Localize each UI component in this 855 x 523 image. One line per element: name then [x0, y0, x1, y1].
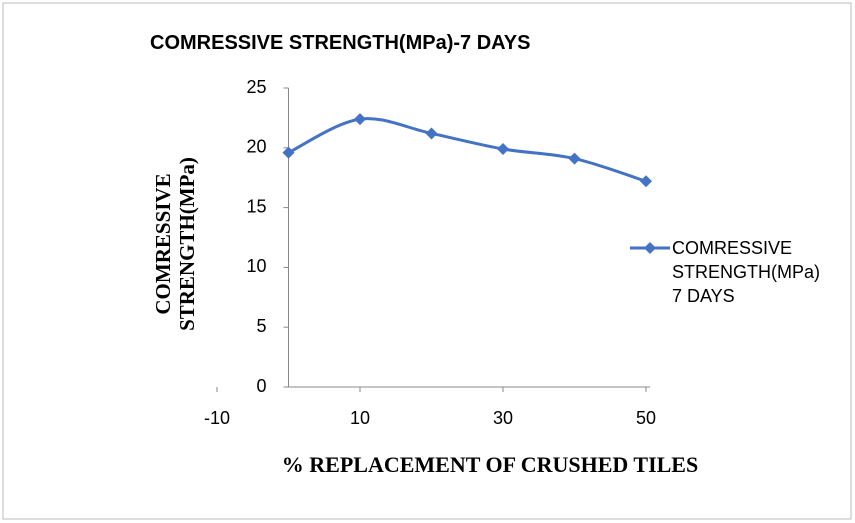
y-tick-label: 0 — [256, 376, 266, 396]
chart-title: COMRESSIVE STRENGTH(MPa)-7 DAYS — [150, 32, 531, 54]
x-tick-label: 50 — [636, 408, 656, 428]
marker — [354, 113, 366, 126]
marker — [282, 146, 295, 159]
y-tick-label: 15 — [246, 196, 266, 216]
y-tick-label: 10 — [246, 256, 266, 276]
x-tick-label: 30 — [493, 408, 513, 428]
x-axis-label: % REPLACEMENT OF CRUSHED TILES — [281, 452, 699, 477]
marker — [425, 127, 438, 140]
legend-marker — [644, 242, 656, 254]
marker — [497, 142, 509, 155]
marker — [640, 175, 652, 188]
x-tick-label: 10 — [350, 408, 370, 428]
marker — [568, 152, 581, 165]
series-line — [287, 117, 647, 183]
y-tick-label: 20 — [246, 137, 266, 157]
y-tick-label: 25 — [246, 77, 266, 97]
y-axis-label: COMRESSIVE STRENGTH(MPa) — [151, 157, 199, 331]
legend-label: COMRESSIVE STRENGTH(MPa) 7 DAYS — [672, 238, 820, 306]
x-tick-label: -10 — [204, 408, 230, 428]
y-tick-label: 5 — [256, 316, 266, 336]
